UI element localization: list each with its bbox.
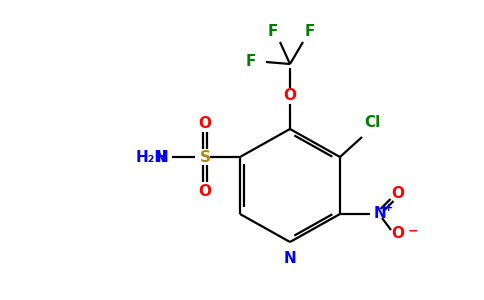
Text: N: N (374, 206, 387, 221)
Text: O: O (392, 226, 405, 242)
Text: O: O (392, 187, 405, 202)
Text: F: F (268, 25, 278, 40)
Text: S: S (199, 149, 211, 164)
Text: +: + (384, 203, 393, 213)
Text: N: N (284, 251, 296, 266)
Text: H₂N: H₂N (136, 149, 168, 164)
Text: F: F (245, 55, 256, 70)
Text: H: H (155, 149, 168, 164)
Text: Cl: Cl (364, 115, 380, 130)
Text: F: F (305, 25, 315, 40)
Text: O: O (198, 184, 212, 199)
Text: −: − (408, 224, 419, 238)
Text: O: O (284, 88, 297, 104)
Text: O: O (198, 116, 212, 130)
